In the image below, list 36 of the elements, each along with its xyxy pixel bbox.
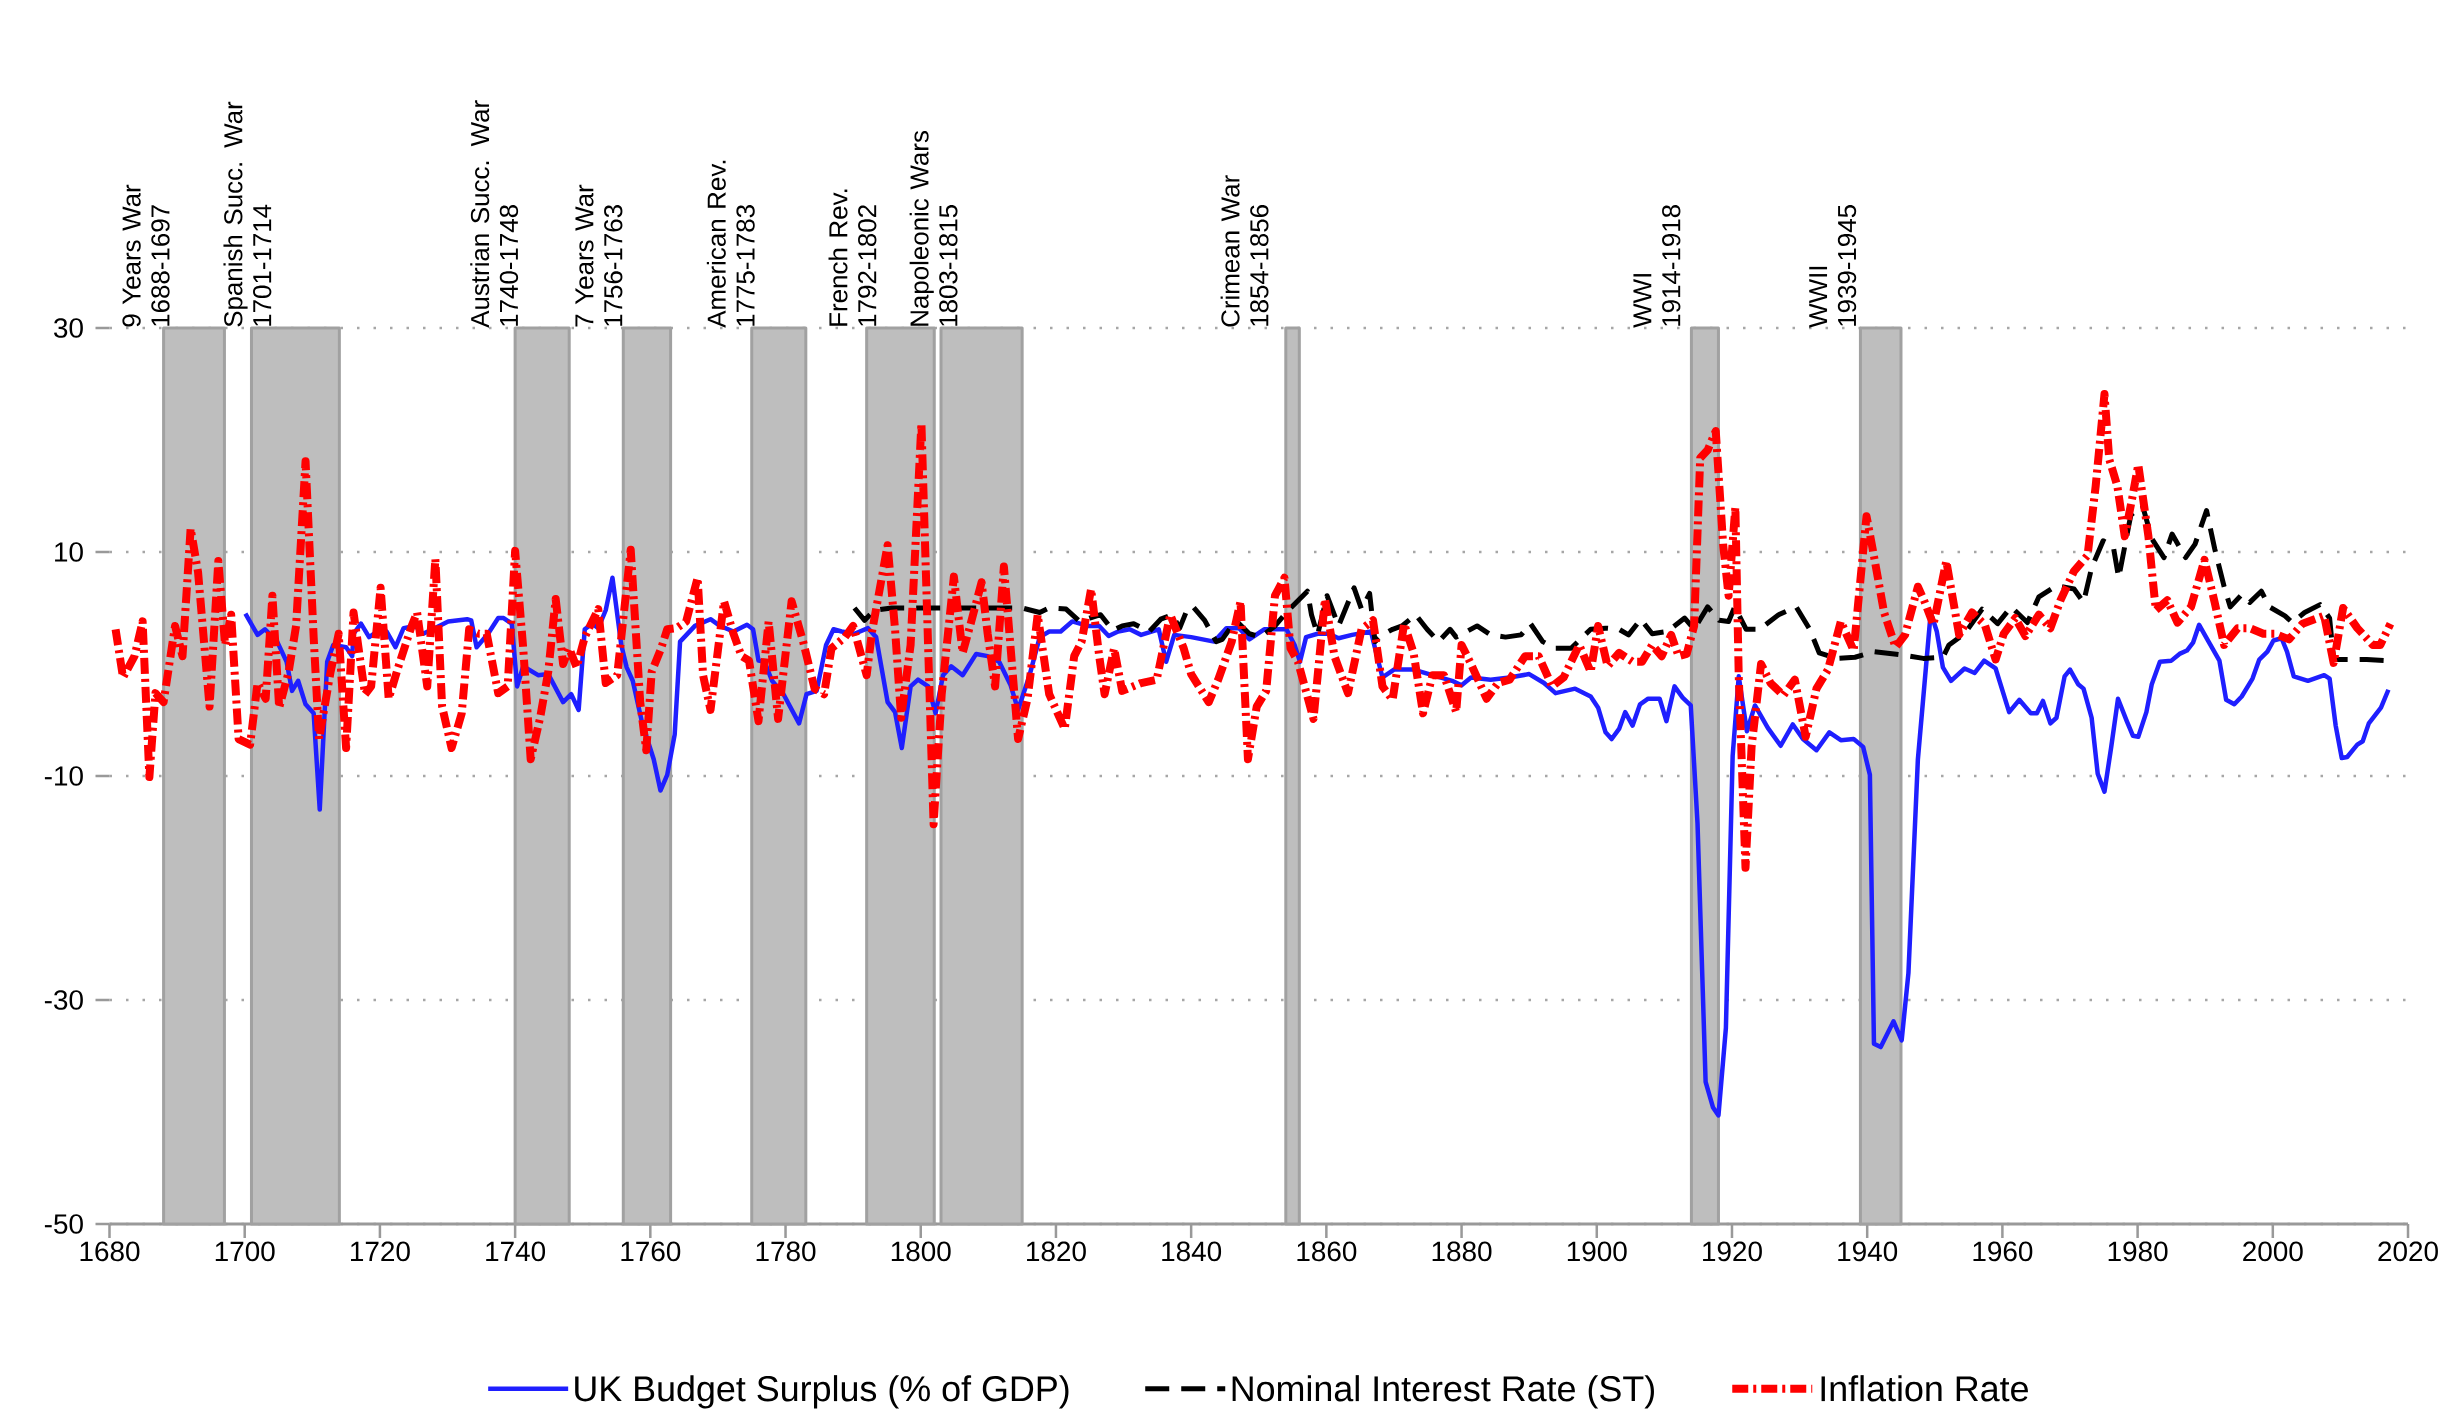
x-tick-label: 1900 — [1567, 1241, 1627, 1262]
legend-label: UK Budget Surplus (% of GDP) — [575, 1375, 1069, 1409]
x-tick-label: 1920 — [1703, 1241, 1762, 1262]
y-tick-label: -30 — [44, 990, 83, 1010]
x-tick-label: 1880 — [1432, 1241, 1492, 1262]
x-tick-label: 2020 — [2378, 1241, 2438, 1262]
x-tick-label: 1720 — [351, 1241, 410, 1262]
x-tick-label: 1940 — [1838, 1241, 1898, 1262]
y-tick-label: -50 — [44, 1214, 83, 1234]
y-tick-label: 30 — [54, 318, 83, 338]
band-label: American Rev. 1775-1783 — [706, 160, 755, 328]
legend-label: Nominal Interest Rate (ST) — [1232, 1375, 1654, 1409]
y-tick-label: 10 — [55, 542, 83, 562]
x-tick-label: 2000 — [2243, 1241, 2303, 1262]
x-tick-label: 1740 — [486, 1241, 546, 1262]
x-tick-label: 1800 — [891, 1241, 951, 1262]
band-label: WWII 1939-1945 — [1809, 205, 1857, 328]
x-tick-label: 1860 — [1297, 1241, 1357, 1262]
band-label: 7 Years War 1756-1763 — [575, 184, 623, 327]
band-label: 9 Years War 1688-1697 — [122, 184, 170, 327]
x-tick-label: 1700 — [215, 1241, 275, 1262]
x-tick-label: 1980 — [2108, 1241, 2168, 1262]
band-label: Crimean War 1854-1856 — [1220, 175, 1269, 327]
x-tick-label: 1760 — [621, 1241, 681, 1262]
x-tick-label: 1820 — [1027, 1241, 1086, 1262]
band-label: Austrian Succ. War 1740-1748 — [470, 100, 519, 328]
band-label: Spanish Succ. War 1701-1714 — [223, 101, 272, 327]
x-tick-label: 1680 — [80, 1241, 140, 1262]
band-label: French Rev. 1792-1802 — [828, 189, 877, 326]
x-tick-label: 1960 — [1973, 1241, 2033, 1262]
y-tick-label: -10 — [44, 766, 83, 786]
x-tick-label: 1780 — [756, 1241, 816, 1262]
legend-label: Inflation Rate — [1821, 1375, 2028, 1402]
band-label: Napoleonic Wars 1803-1815 — [909, 131, 958, 326]
x-tick-label: 1840 — [1162, 1241, 1222, 1262]
band-label: WWI 1914-1918 — [1633, 205, 1681, 328]
